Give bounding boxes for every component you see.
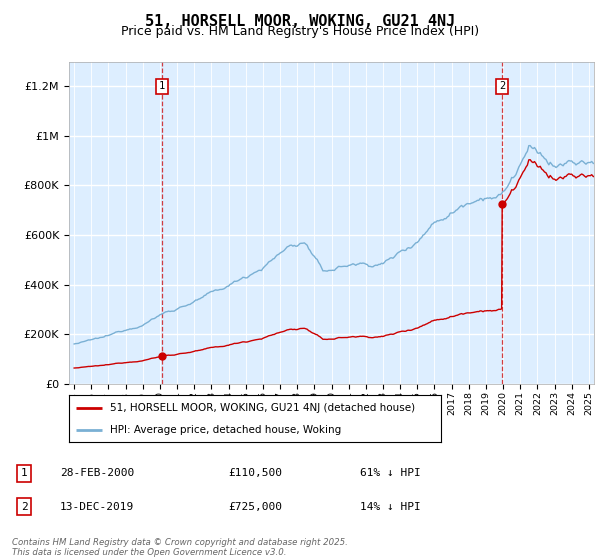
Text: 28-FEB-2000: 28-FEB-2000 <box>60 468 134 478</box>
Text: £110,500: £110,500 <box>228 468 282 478</box>
Text: 14% ↓ HPI: 14% ↓ HPI <box>360 502 421 512</box>
Text: 1: 1 <box>20 468 28 478</box>
Text: 61% ↓ HPI: 61% ↓ HPI <box>360 468 421 478</box>
Text: 2: 2 <box>20 502 28 512</box>
Text: 1: 1 <box>159 81 165 91</box>
Text: 13-DEC-2019: 13-DEC-2019 <box>60 502 134 512</box>
Text: £725,000: £725,000 <box>228 502 282 512</box>
Text: Price paid vs. HM Land Registry's House Price Index (HPI): Price paid vs. HM Land Registry's House … <box>121 25 479 38</box>
Text: 51, HORSELL MOOR, WOKING, GU21 4NJ (detached house): 51, HORSELL MOOR, WOKING, GU21 4NJ (deta… <box>110 403 415 413</box>
Text: 2: 2 <box>499 81 505 91</box>
Text: HPI: Average price, detached house, Woking: HPI: Average price, detached house, Woki… <box>110 424 341 435</box>
Text: 51, HORSELL MOOR, WOKING, GU21 4NJ: 51, HORSELL MOOR, WOKING, GU21 4NJ <box>145 14 455 29</box>
Text: Contains HM Land Registry data © Crown copyright and database right 2025.
This d: Contains HM Land Registry data © Crown c… <box>12 538 348 557</box>
